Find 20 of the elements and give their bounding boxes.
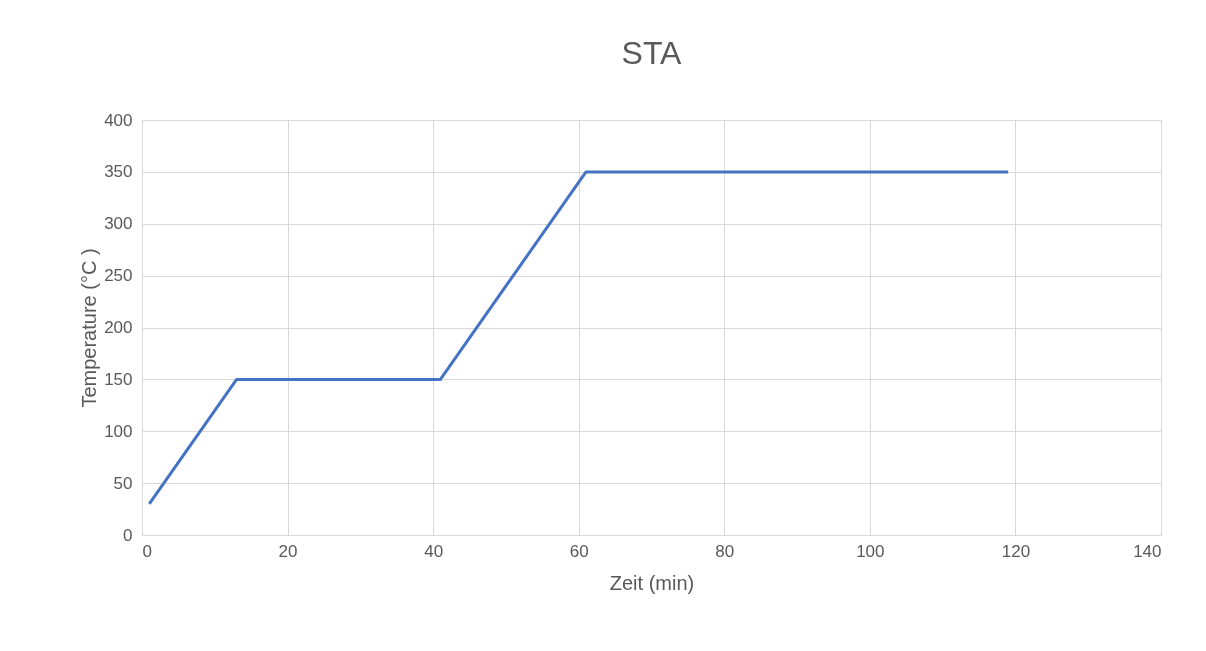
y-axis-title: Temperature (°C ) [78, 248, 101, 408]
x-tick-label: 60 [569, 541, 589, 561]
y-tick-label: 200 [104, 318, 133, 337]
y-tick-label: 100 [104, 421, 133, 441]
x-tick-label: 20 [278, 541, 298, 561]
x-tick-label: 0 [142, 541, 152, 561]
y-tick-label: 400 [104, 110, 133, 130]
x-axis-title: Zeit (min) [609, 571, 695, 594]
y-tick-label: 250 [104, 266, 133, 286]
y-tick-label: 300 [104, 214, 133, 234]
x-tick-label: 80 [715, 541, 735, 561]
y-tick-label: 150 [104, 369, 133, 389]
y-tick-label: 0 [123, 525, 133, 545]
y-tick-label: 350 [104, 162, 133, 182]
y-tick-label: 50 [113, 473, 133, 493]
x-tick-label: 100 [856, 541, 885, 561]
x-tick-label: 140 [1133, 541, 1162, 561]
x-tick-label: 120 [1001, 541, 1031, 561]
x-tick-label: 40 [424, 541, 444, 561]
chart-title: STA [621, 35, 683, 71]
